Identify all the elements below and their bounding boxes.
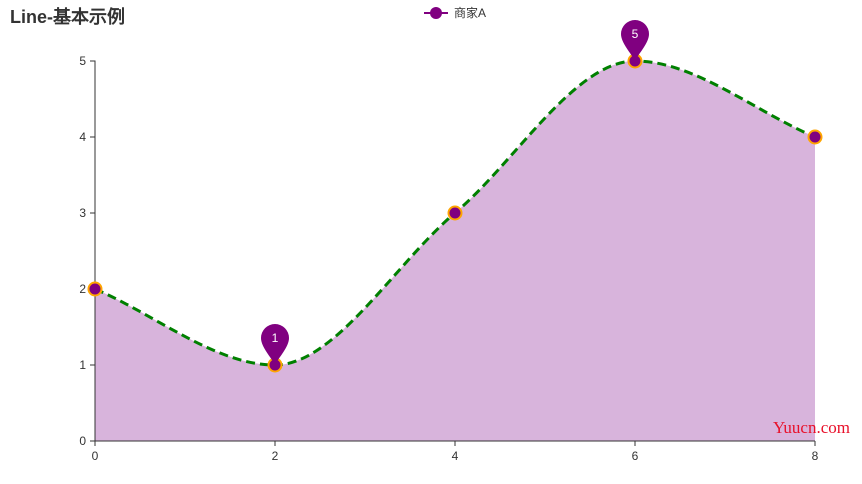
markpoint-pin-icon [621, 20, 649, 61]
watermark: Yuucn.com [773, 418, 850, 437]
area-fill [95, 61, 815, 441]
data-point [87, 281, 103, 297]
data-point [807, 129, 823, 145]
x-tick-label: 4 [452, 449, 459, 463]
legend-label: 商家A [454, 6, 487, 20]
x-tick-label: 8 [812, 449, 819, 463]
axis-layer: 0 1 2 3 4 5 0 2 4 6 8 [79, 54, 818, 463]
y-tick-label: 5 [79, 54, 86, 68]
legend[interactable]: 商家A [424, 4, 486, 21]
y-tick-label: 0 [79, 434, 86, 448]
x-tick-label: 2 [272, 449, 279, 463]
data-point [447, 205, 463, 221]
y-tick-label: 3 [79, 206, 86, 220]
area-layer [95, 61, 815, 441]
pin-layer: 15 [261, 20, 649, 365]
markpoint-pin-icon [261, 324, 289, 365]
y-tick-label: 4 [79, 130, 86, 144]
legend-swatch-icon [424, 6, 448, 20]
markpoint-label: 1 [272, 331, 279, 345]
chart-title: Line-基本示例 [10, 7, 125, 27]
y-tick-label: 2 [79, 282, 86, 296]
x-tick-label: 6 [632, 449, 639, 463]
point-layer [87, 53, 823, 373]
y-tick-label: 1 [79, 358, 86, 372]
x-tick-label: 0 [92, 449, 99, 463]
markpoint-label: 5 [632, 27, 639, 41]
